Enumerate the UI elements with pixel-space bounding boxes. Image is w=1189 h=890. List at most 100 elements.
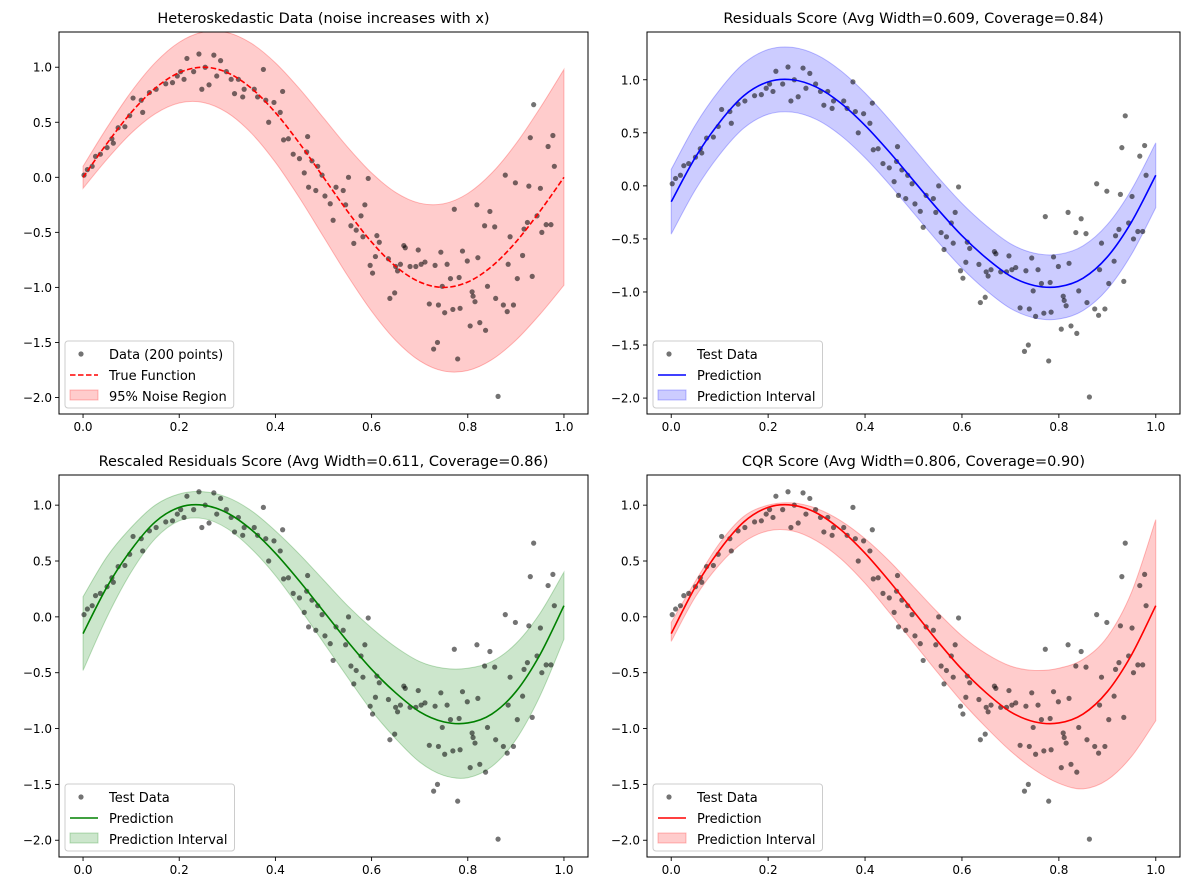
data-point <box>1048 309 1054 315</box>
data-point <box>482 223 488 229</box>
data-point <box>477 320 483 326</box>
data-point <box>340 627 346 633</box>
data-point <box>1135 662 1141 668</box>
data-point <box>434 339 441 346</box>
data-point <box>422 259 428 265</box>
plot-area <box>81 32 565 399</box>
data-point <box>548 222 554 228</box>
data-point <box>369 711 376 717</box>
data-point <box>976 261 982 267</box>
data-point <box>330 657 336 664</box>
data-point <box>407 263 413 270</box>
data-point <box>510 302 517 308</box>
data-point <box>1026 306 1032 312</box>
data-point <box>174 511 180 517</box>
data-point <box>484 283 491 289</box>
data-point <box>933 642 939 648</box>
data-point <box>140 109 146 115</box>
data-point <box>1076 288 1082 294</box>
x-tick-label: 0.6 <box>952 420 971 434</box>
data-point <box>1084 737 1090 743</box>
data-point <box>728 120 734 126</box>
data-point <box>930 627 936 633</box>
data-point <box>241 86 247 92</box>
data-point <box>169 518 176 524</box>
data-point <box>84 606 90 612</box>
data-point <box>551 163 557 169</box>
data-point <box>860 538 867 544</box>
data-point <box>1068 323 1074 329</box>
data-point <box>672 606 679 612</box>
data-point <box>933 209 939 215</box>
data-point <box>1030 724 1036 731</box>
data-point <box>305 624 312 630</box>
data-point <box>296 595 303 601</box>
data-point <box>510 743 517 750</box>
data-point <box>686 160 692 167</box>
data-point <box>941 246 947 253</box>
data-point <box>1076 724 1082 731</box>
data-point <box>97 590 103 596</box>
data-point <box>442 310 448 316</box>
data-point <box>952 642 958 648</box>
data-point <box>852 536 858 542</box>
data-point <box>367 703 373 709</box>
y-tick-label: 1.0 <box>33 61 52 75</box>
legend-frame <box>652 340 823 409</box>
data-point <box>130 533 136 540</box>
data-point <box>985 273 991 279</box>
data-point <box>1009 267 1015 273</box>
data-point <box>385 696 392 703</box>
y-tick-label: −1.5 <box>611 778 640 792</box>
legend-marker-band <box>657 832 687 844</box>
data-point <box>1042 646 1048 652</box>
data-point <box>353 667 359 674</box>
data-point <box>447 717 454 723</box>
y-tick-label: −2.0 <box>611 392 640 406</box>
data-point <box>869 527 875 533</box>
data-point <box>936 614 942 620</box>
data-point <box>686 590 692 596</box>
y-tick-label: −2.0 <box>23 391 52 405</box>
data-point <box>514 717 520 723</box>
data-point <box>313 187 319 194</box>
true-function-line <box>82 66 565 289</box>
data-point <box>1102 306 1108 312</box>
data-point <box>353 227 359 233</box>
x-tick-label: 0.0 <box>73 420 92 434</box>
plot-area <box>669 46 1157 400</box>
y-tick-label: 1.0 <box>33 499 52 513</box>
axes-frame <box>646 31 1181 415</box>
data-point <box>1023 703 1029 709</box>
data-point <box>1042 214 1048 220</box>
data-point <box>507 674 513 680</box>
data-point <box>184 493 190 499</box>
data-point <box>397 702 404 708</box>
data-point <box>891 609 897 615</box>
y-tick-label: −2.0 <box>611 834 640 848</box>
data-point <box>1116 660 1122 666</box>
data-point <box>1030 288 1036 294</box>
data-point <box>543 222 549 228</box>
data-point <box>415 687 421 694</box>
data-point <box>1050 254 1057 260</box>
data-point <box>1129 193 1135 200</box>
data-point <box>531 540 537 546</box>
data-point <box>191 507 197 513</box>
y-tick-label: −1.0 <box>23 722 52 736</box>
data-point <box>296 155 303 162</box>
data-point <box>1038 280 1045 287</box>
data-point <box>1048 747 1054 753</box>
data-point <box>800 65 806 71</box>
data-point <box>763 85 769 91</box>
data-point <box>333 184 339 190</box>
data-point <box>482 769 489 775</box>
data-point <box>964 673 970 679</box>
legend-label-line: Prediction <box>109 812 174 827</box>
x-tick-label: 0.0 <box>73 863 92 877</box>
data-point <box>507 234 513 240</box>
data-point <box>955 615 962 621</box>
data-point <box>894 144 901 150</box>
data-point <box>537 625 543 631</box>
data-point <box>795 520 801 526</box>
